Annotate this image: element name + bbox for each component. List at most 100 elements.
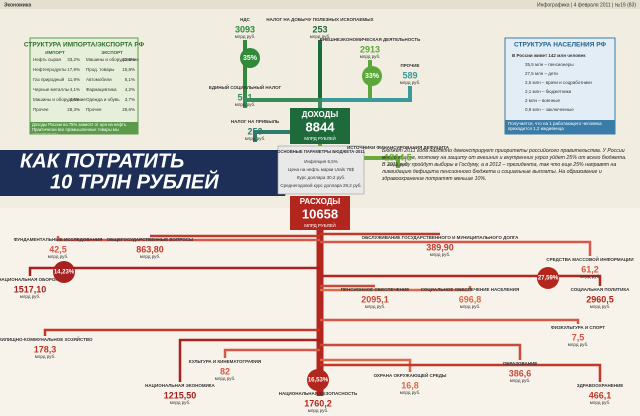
budget-line: Инфляция 6,5% bbox=[304, 159, 337, 164]
share-label: 33% bbox=[365, 73, 380, 80]
node-value: 561 bbox=[237, 92, 252, 102]
population-line: 2,1 млн – бюджетники bbox=[525, 89, 572, 94]
node-value: 82 bbox=[220, 366, 230, 376]
cell: 4,1% bbox=[70, 87, 80, 92]
node-unit: млрд руб. bbox=[170, 400, 191, 405]
share-label: 27,59% bbox=[538, 276, 559, 282]
node-unit: млрд руб. bbox=[235, 34, 256, 39]
cell: 4,6% bbox=[70, 97, 80, 102]
node-label: ОХРАНА ОКРУЖАЮЩЕЙ СРЕДЫ bbox=[374, 371, 447, 378]
node-label: ВНЕШНЕЭКОНОМИЧЕСКАЯ ДЕЯТЕЛЬНОСТЬ bbox=[320, 37, 422, 42]
expense-unit: МЛРД РУБЛЕЙ bbox=[304, 221, 336, 228]
node-value: 389,90 bbox=[426, 242, 454, 252]
import-export-title: СТРУКТУРА ИМПОРТА/ЭКСПОРТА РФ bbox=[24, 42, 145, 49]
expense-line bbox=[28, 266, 320, 276]
node-unit: млрд руб. bbox=[400, 80, 421, 85]
node-value: 2960,5 bbox=[586, 294, 614, 304]
cell: 42,6% bbox=[122, 57, 135, 62]
node-label: НАЛОГ НА ПРИБЫЛЬ bbox=[231, 119, 280, 124]
population-line: 2 млн – военные bbox=[525, 98, 561, 103]
share-label: 16,53% bbox=[308, 378, 329, 384]
budget-line: Цена на нефть марки Urals 75$ bbox=[288, 167, 354, 172]
cell: Автомобили bbox=[86, 77, 112, 82]
node-label: НАЦИОНАЛЬНАЯ БЕЗОПАСНОСТЬ bbox=[279, 391, 358, 396]
expense-label: РАСХОДЫ bbox=[300, 197, 341, 206]
population-line: 35,5 млн – пенсионеры bbox=[525, 62, 574, 67]
node-value: 16,8 bbox=[401, 380, 419, 390]
intro-text: Бюджет 2011 года наглядно демонстрирует … bbox=[382, 148, 627, 183]
budget-lines: Инфляция 6,5% Цена на нефть марки Urals 7… bbox=[280, 159, 361, 188]
node-value: 386,6 bbox=[509, 368, 532, 378]
expense-line bbox=[223, 348, 320, 358]
node-value: 1760,2 bbox=[304, 398, 332, 408]
header-bar bbox=[0, 0, 640, 9]
node-value: 2095,1 bbox=[361, 294, 389, 304]
node-label: ЗДРАВООХРАНЕНИЕ bbox=[577, 383, 623, 388]
node-value: 589 bbox=[402, 70, 417, 80]
income-label: ДОХОДЫ bbox=[302, 110, 339, 119]
income-unit: МЛРД РУБЛЕЙ bbox=[304, 134, 336, 141]
node-unit: млрд руб. bbox=[310, 34, 331, 39]
cell: 17,9% bbox=[67, 67, 80, 72]
cell: Прод. товары bbox=[86, 67, 114, 72]
import-export-box bbox=[29, 37, 139, 135]
cell: 11,9% bbox=[68, 77, 80, 82]
share-circle bbox=[537, 267, 559, 289]
node-label: ЖИЛИЩНО-КОММУНАЛЬНОЕ ХОЗЯЙСТВО bbox=[0, 335, 93, 342]
node-unit: млрд руб. bbox=[430, 252, 451, 257]
budget-box bbox=[277, 145, 365, 195]
node-label: КУЛЬТУРА И КИНЕМАТОГРАФИЯ bbox=[189, 359, 261, 364]
node-unit: млрд руб. bbox=[580, 274, 601, 279]
node-label: ФУНДАМЕНТАЛЬНЫЕ ИССЛЕДОВАНИЯ bbox=[14, 237, 103, 242]
cell: Машины и оборудование bbox=[33, 97, 86, 102]
cell: 15,8% bbox=[122, 67, 135, 72]
cell: Прочее bbox=[86, 107, 102, 112]
node-unit: млрд руб. bbox=[245, 136, 266, 141]
expense-value: 10658 bbox=[302, 206, 338, 221]
node-value: 178,3 bbox=[34, 344, 57, 354]
note-bg bbox=[505, 120, 615, 134]
header-right: Инфографика | 4 февраля 2011 | №19 (83) bbox=[537, 2, 636, 8]
title-line: 10 ТРЛН РУБЛЕЙ bbox=[50, 169, 219, 193]
share-label: 14,23% bbox=[54, 270, 75, 276]
share-circle bbox=[362, 66, 382, 86]
node-value: 1215,50 bbox=[164, 390, 197, 400]
import-export-rows: Нефть сырая 33,2% Машины и оборудование42,… bbox=[33, 57, 139, 112]
population-line: 27,5 млн – дети bbox=[525, 71, 558, 76]
cell: Нефтепродукты bbox=[33, 67, 66, 72]
header-left: Экономика bbox=[4, 2, 31, 8]
node-label: СОЦИАЛЬНОЕ ОБЕСПЕЧЕНИЕ НАСЕЛЕНИЯ bbox=[421, 287, 520, 292]
cell: Машины и оборудование bbox=[86, 57, 139, 62]
share-circle bbox=[240, 48, 260, 68]
node-value: 696,8 bbox=[459, 294, 482, 304]
node-value: 42,5 bbox=[49, 244, 67, 254]
node-unit: млрд руб. bbox=[388, 162, 409, 167]
node-unit: млрд руб. bbox=[215, 376, 236, 381]
node-value: 7,5 bbox=[572, 332, 585, 342]
col-head: ИМПОРТ bbox=[45, 50, 65, 55]
node-unit: млрд руб. bbox=[48, 254, 69, 259]
expense-line bbox=[320, 363, 602, 382]
node-unit: млрд руб. bbox=[20, 294, 41, 299]
expense-line bbox=[178, 338, 320, 382]
import-export-note: Доходы России на 75% зависят от цен на н… bbox=[32, 122, 127, 134]
expense-line bbox=[320, 358, 412, 372]
population-line: В России живет 142 млн человек bbox=[512, 53, 586, 58]
intro: Бюджет 2011 года наглядно демонстрирует … bbox=[382, 148, 627, 183]
node-unit: млрд руб. bbox=[308, 408, 329, 413]
node-unit: млрд руб. bbox=[460, 304, 481, 309]
population-title: СТРУКТУРА НАСЕЛЕНИЯ РФ bbox=[514, 42, 606, 49]
cell: 28,6% bbox=[122, 107, 135, 112]
node-label: ОБЩЕГОСУДАРСТВЕННЫЕ ВОПРОСЫ bbox=[107, 237, 194, 242]
node-label: НАЦИОНАЛЬНАЯ ОБОРОНА bbox=[0, 277, 63, 282]
node-label: СРЕДСТВА МАССОВОЙ ИНФОРМАЦИИ bbox=[546, 255, 633, 262]
node-label: ПРОЧИЕ bbox=[400, 63, 419, 68]
population-lines: В России живет 142 млн человек 35,5 млн –… bbox=[512, 53, 592, 112]
node-value: 1517,10 bbox=[14, 284, 47, 294]
income-value: 8844 bbox=[306, 119, 336, 134]
share-circle bbox=[53, 261, 75, 283]
expense-hub bbox=[290, 196, 350, 230]
income-hub bbox=[290, 108, 350, 144]
cell: Нефть сырая bbox=[33, 57, 62, 62]
